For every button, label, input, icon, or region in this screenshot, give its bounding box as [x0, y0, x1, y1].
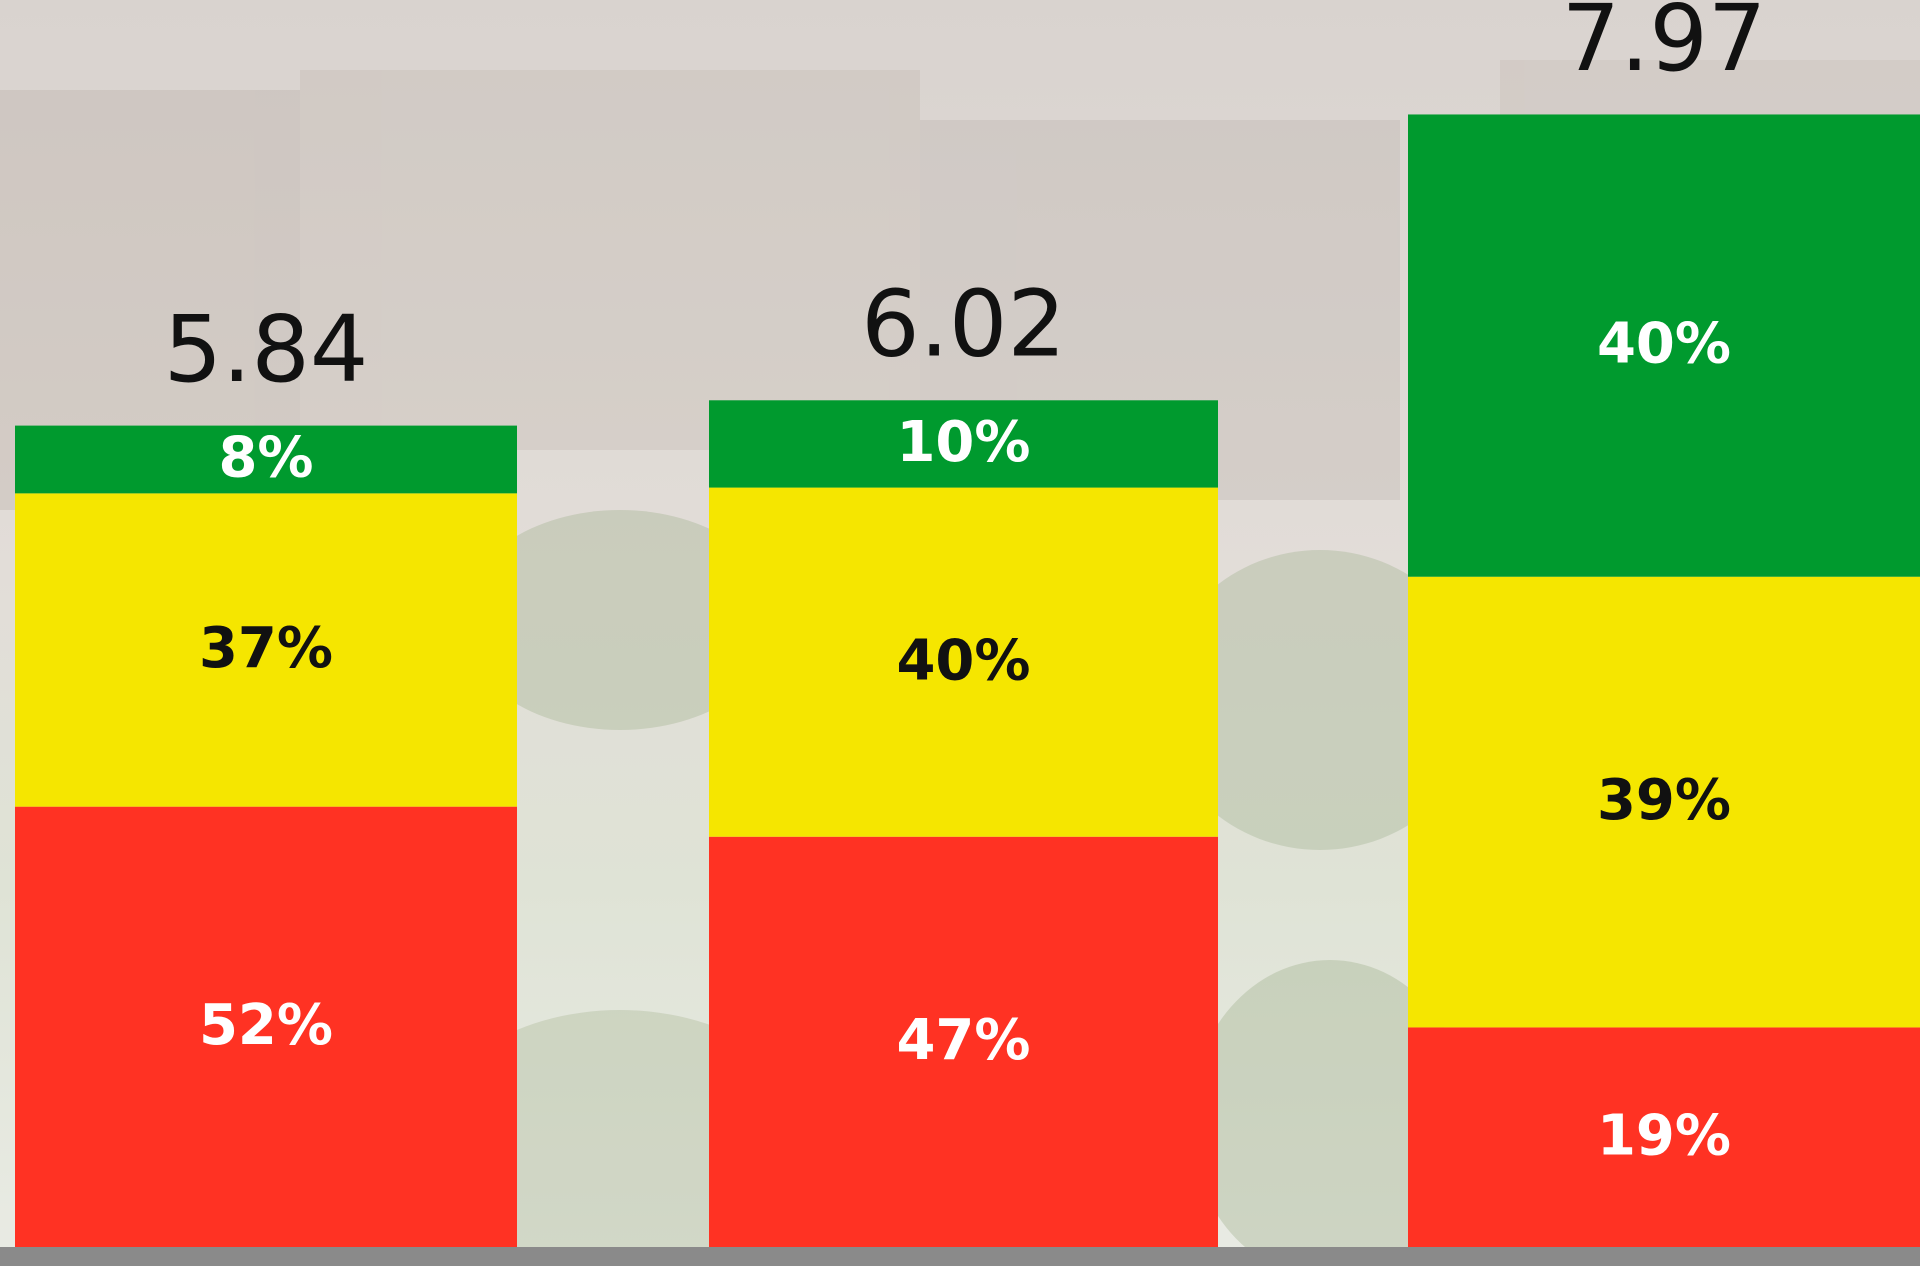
total-label: 7.97 [1562, 0, 1767, 92]
chart: 52% 37% 8% 5.84 47% 40% 10% 6.02 19% 39% 40% 7.97 [0, 0, 1920, 1266]
segment-label: 40% [1597, 312, 1731, 377]
baseline [0, 1247, 1920, 1266]
segment-label: 52% [199, 993, 333, 1058]
segment-label: 47% [896, 1008, 1030, 1073]
total-label: 6.02 [861, 271, 1066, 378]
segment-label: 8% [218, 426, 313, 491]
segment-label: 10% [896, 410, 1030, 475]
page: 52%37%8%5.8447%40%10%6.0219%39%40%7.97 (… [0, 0, 1920, 1266]
segment-label: 37% [199, 616, 333, 681]
segment-label: 19% [1597, 1103, 1731, 1168]
segment-label: 39% [1597, 768, 1731, 833]
total-label: 5.84 [164, 296, 369, 403]
segment-label: 40% [896, 628, 1030, 693]
